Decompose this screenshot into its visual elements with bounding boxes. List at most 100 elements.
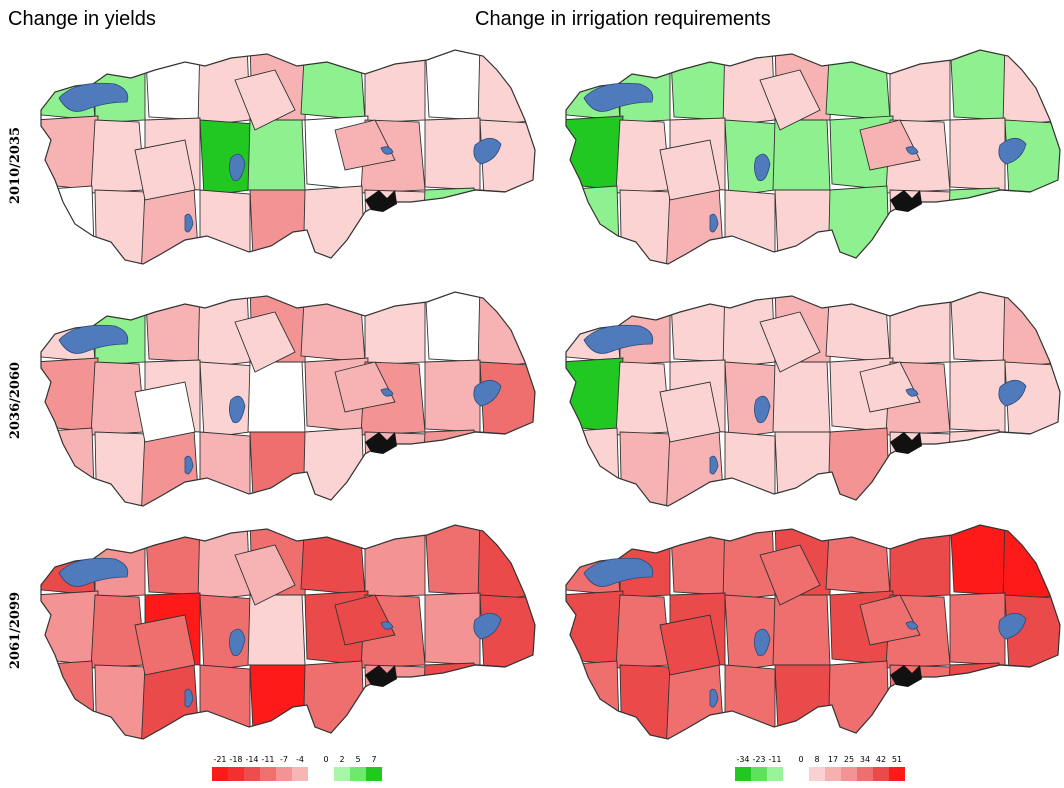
map-irrigation-row1 (560, 40, 1064, 280)
lake (905, 146, 919, 155)
lake (905, 621, 919, 630)
legend-item: -4 (292, 753, 308, 781)
province-region (774, 664, 837, 739)
province-region (364, 292, 426, 366)
legend-swatch (350, 767, 366, 781)
legend-tick-label: -21 (213, 755, 227, 764)
province-region (566, 357, 624, 433)
legend-item: -34 (735, 753, 751, 781)
province-region (619, 664, 674, 739)
province-region (199, 431, 251, 506)
reservoir (365, 190, 397, 212)
province-region (566, 427, 621, 506)
legend-tick-label: -18 (229, 755, 243, 764)
province-region (774, 431, 837, 506)
province-region (479, 189, 535, 264)
province-region (949, 359, 1006, 433)
province-region (199, 594, 257, 672)
province-region (772, 119, 831, 191)
province-region (759, 311, 821, 373)
province-region (619, 525, 671, 599)
row-label-3: 2061/2099 (4, 515, 28, 745)
legend-item: -7 (276, 753, 292, 781)
province-region (94, 431, 149, 506)
province-region (665, 187, 726, 264)
province-region (247, 119, 306, 191)
province-region (477, 525, 535, 602)
province-region (1004, 664, 1060, 739)
lake (998, 137, 1027, 165)
legend-item: 51 (889, 753, 905, 781)
row-label-2-text: 2036/2060 (8, 361, 24, 439)
province-region (41, 427, 96, 506)
legend-tick-label: -14 (245, 755, 259, 764)
province-region (41, 115, 99, 191)
province-region (247, 594, 306, 666)
province-region (424, 359, 481, 433)
province-region (94, 664, 149, 739)
province-region (140, 662, 201, 739)
legend-item: 0 (318, 753, 334, 781)
province-region (669, 50, 732, 121)
reservoir (365, 432, 397, 454)
province-region (477, 292, 535, 369)
map-svg (40, 524, 536, 740)
province-region (724, 119, 782, 197)
legend-item: 8 (809, 753, 825, 781)
legend-swatch (767, 767, 783, 781)
lake (58, 557, 129, 587)
map-svg (565, 524, 1061, 740)
country-outline (40, 291, 536, 507)
map-yields-row1 (35, 40, 540, 280)
province-region (249, 189, 312, 264)
province-region (825, 50, 891, 121)
reservoir (890, 665, 922, 687)
province-region (889, 292, 951, 366)
legend-gap (308, 753, 318, 781)
lake (184, 688, 194, 708)
lake (58, 324, 129, 354)
province-region (41, 590, 99, 666)
province-region (827, 185, 891, 264)
province-region (302, 660, 366, 739)
province-region (247, 361, 306, 433)
lake (473, 137, 502, 165)
legend-swatch (751, 767, 767, 781)
legend-swatch (735, 767, 751, 781)
legend-tick-label: 5 (355, 755, 361, 764)
province-region (199, 119, 257, 197)
province-region (134, 381, 196, 443)
province-region (41, 185, 96, 264)
map-svg (565, 49, 1061, 265)
lake (380, 146, 394, 155)
province-region (334, 594, 396, 646)
legend-tick-label: 51 (891, 755, 903, 764)
legend-tick-label: 25 (843, 755, 855, 764)
legend-item: -14 (244, 753, 260, 781)
legend-swatch (318, 767, 334, 781)
map-irrigation-row3 (560, 515, 1064, 755)
province-region (249, 431, 312, 506)
lake (998, 379, 1027, 407)
legend-item: 25 (841, 753, 857, 781)
province-region (945, 429, 1006, 506)
lake (229, 395, 246, 424)
province-region (566, 590, 624, 666)
province-region (234, 69, 296, 131)
province-region (724, 361, 782, 439)
map-yields-row3 (35, 515, 540, 755)
legend-item: 2 (334, 753, 350, 781)
province-region (859, 119, 921, 171)
lake (473, 612, 502, 640)
province-region (479, 664, 535, 739)
lake (583, 324, 654, 354)
province-region (41, 660, 96, 739)
province-region (619, 50, 671, 124)
province-region (949, 117, 1006, 191)
province-region (859, 361, 921, 413)
province-region (420, 429, 481, 506)
province-region (827, 427, 891, 506)
province-region (41, 357, 99, 433)
legend-swatch (809, 767, 825, 781)
province-region (949, 592, 1006, 666)
